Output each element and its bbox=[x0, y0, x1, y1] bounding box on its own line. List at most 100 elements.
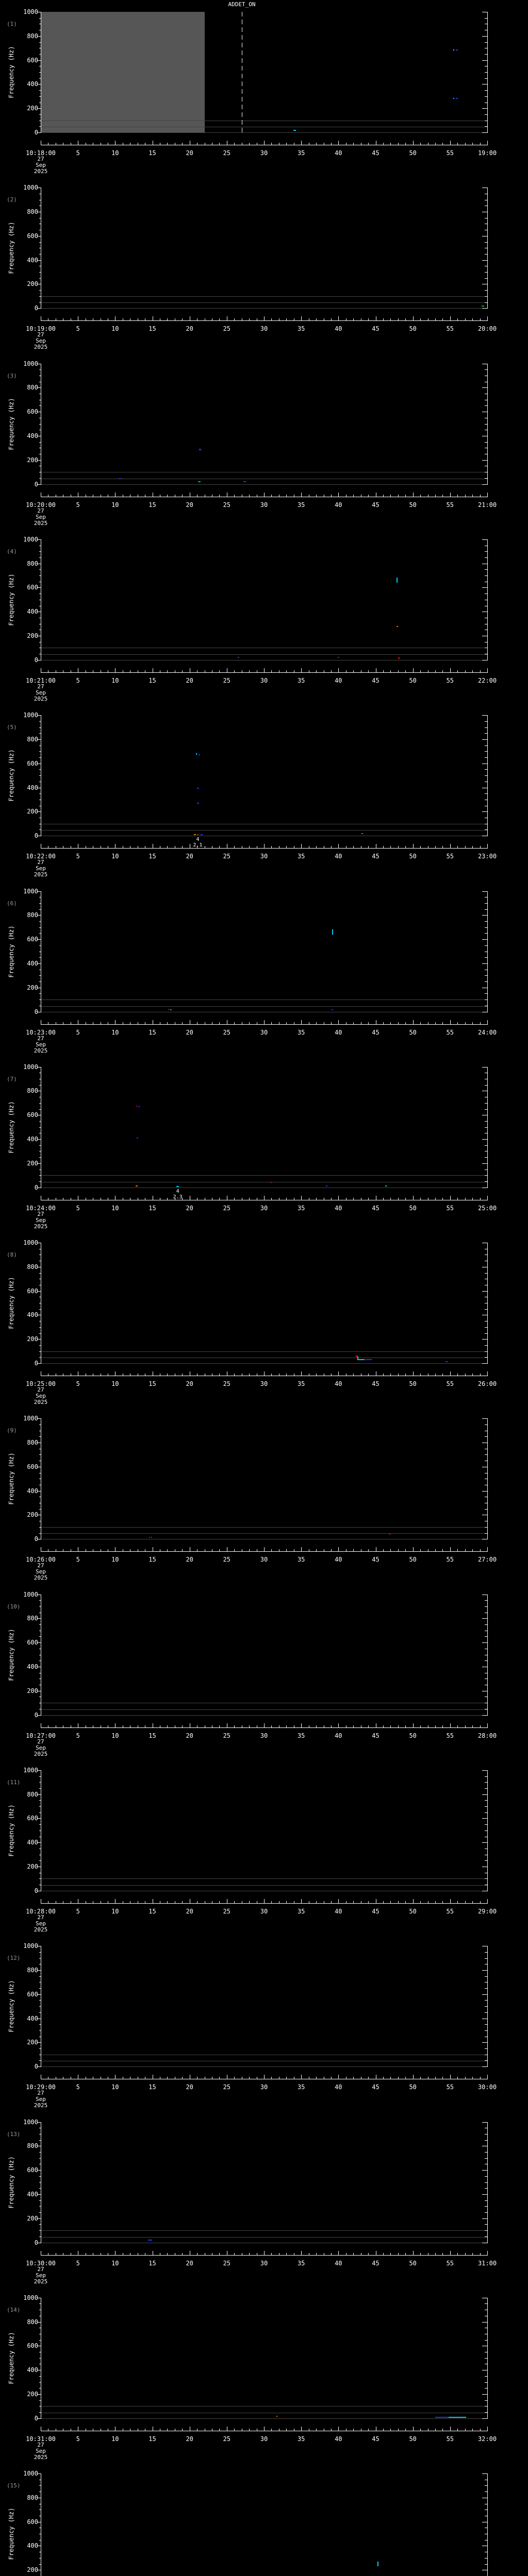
detection-mark bbox=[118, 478, 120, 480]
x-minor-tick bbox=[353, 1549, 354, 1552]
x-tick-label: 30 bbox=[260, 1204, 268, 1212]
frequency-gridline bbox=[41, 296, 487, 297]
x-minor-tick bbox=[480, 670, 481, 672]
axis-date-line: Sep bbox=[36, 1568, 46, 1575]
spectrogram-panel: (10) Frequency (Hz) 0 200 400 600 800 1000 10:27… bbox=[0, 1583, 528, 1759]
x-minor-tick bbox=[368, 670, 369, 672]
x-start-time-label: 10:23:00 bbox=[26, 1028, 56, 1036]
x-major-tick bbox=[264, 1020, 265, 1024]
y-major-tick bbox=[38, 2418, 41, 2419]
x-minor-tick bbox=[442, 2077, 443, 2079]
x-tick-label: 10 bbox=[111, 2259, 119, 2267]
y-minor-tick bbox=[39, 727, 41, 728]
x-minor-tick bbox=[316, 318, 317, 321]
panel-index-label: (12) bbox=[7, 1955, 21, 1962]
y-minor-tick bbox=[485, 727, 487, 728]
x-minor-tick bbox=[167, 2252, 168, 2255]
x-minor-tick bbox=[480, 1022, 481, 1024]
x-minor-tick bbox=[390, 1725, 391, 1727]
y-minor-tick bbox=[39, 1878, 41, 1879]
x-minor-tick bbox=[219, 494, 220, 497]
x-tick-label: 40 bbox=[335, 2435, 342, 2443]
spectrogram-panel: (6) Frequency (Hz) 0 200 400 600 800 1000 10:23:… bbox=[0, 879, 528, 1056]
y-minor-tick bbox=[485, 290, 487, 291]
x-major-tick bbox=[450, 1195, 451, 1200]
x-tick-label: 25 bbox=[223, 149, 231, 157]
x-tick-label: 10 bbox=[111, 1556, 119, 1564]
y-tick-label: 600 bbox=[27, 1815, 38, 1822]
panel-index-label: (7) bbox=[7, 1075, 17, 1082]
y-axis-label: Frequency (Hz) bbox=[8, 1277, 15, 1329]
spectrogram-panel: (13) Frequency (Hz) 0 200 400 600 800 1000 10:30… bbox=[0, 2110, 528, 2286]
y-minor-tick bbox=[39, 2412, 41, 2413]
y-minor-tick bbox=[485, 1121, 487, 1122]
y-minor-tick bbox=[39, 2224, 41, 2225]
y-major-tick bbox=[38, 2042, 41, 2043]
y-axis-label: Frequency (Hz) bbox=[8, 398, 15, 450]
y-minor-tick bbox=[485, 2048, 487, 2049]
y-minor-tick bbox=[485, 2140, 487, 2141]
x-major-tick bbox=[338, 1195, 339, 1200]
frequency-gridline bbox=[41, 1175, 487, 1176]
x-major-tick bbox=[264, 668, 265, 672]
y-axis-line-right bbox=[487, 1418, 488, 1540]
y-major-tick bbox=[38, 387, 41, 388]
x-minor-tick bbox=[435, 846, 436, 849]
x-minor-tick bbox=[331, 846, 332, 849]
x-minor-tick bbox=[465, 2428, 466, 2431]
frequency-gridline bbox=[41, 1527, 487, 1528]
axis-date-line: 2025 bbox=[34, 519, 48, 527]
x-minor-tick bbox=[480, 143, 481, 145]
x-major-tick bbox=[338, 141, 339, 145]
y-major-tick bbox=[38, 36, 41, 37]
x-tick-label: 15 bbox=[148, 1907, 156, 1915]
y-tick-label: 1000 bbox=[23, 711, 38, 719]
y-major-tick bbox=[38, 1818, 41, 1819]
x-minor-tick bbox=[286, 846, 287, 849]
y-minor-tick bbox=[39, 2000, 41, 2001]
x-minor-tick bbox=[390, 1197, 391, 1200]
x-major-tick bbox=[338, 668, 339, 672]
detection-mark bbox=[136, 1106, 138, 1107]
y-minor-tick bbox=[39, 242, 41, 243]
x-minor-tick bbox=[249, 1725, 250, 1727]
x-minor-tick bbox=[182, 1374, 183, 1376]
y-minor-tick bbox=[485, 2206, 487, 2207]
x-end-time-label: 30:00 bbox=[477, 2083, 497, 2091]
x-minor-tick bbox=[368, 1197, 369, 1200]
x-minor-tick bbox=[368, 494, 369, 497]
detection-mark bbox=[120, 478, 122, 480]
frequency-gridline bbox=[41, 2236, 487, 2238]
x-minor-tick bbox=[442, 1725, 443, 1727]
y-minor-tick bbox=[485, 114, 487, 115]
x-major-tick bbox=[264, 844, 265, 849]
x-minor-tick bbox=[316, 670, 317, 672]
x-minor-tick bbox=[368, 318, 369, 321]
y-minor-tick bbox=[39, 2048, 41, 2049]
x-minor-tick bbox=[435, 2428, 436, 2431]
x-minor-tick bbox=[167, 670, 168, 672]
x-tick-label: 50 bbox=[409, 1204, 417, 1212]
x-minor-tick bbox=[249, 494, 250, 497]
y-minor-tick bbox=[485, 1976, 487, 1977]
x-major-tick bbox=[264, 1547, 265, 1552]
x-minor-tick bbox=[420, 846, 421, 849]
y-major-tick bbox=[38, 308, 41, 309]
spectrogram-panel: (4) Frequency (Hz) 0 200 400 600 800 1000 10:21:… bbox=[0, 528, 528, 704]
x-minor-tick bbox=[383, 143, 384, 145]
x-minor-tick bbox=[442, 1022, 443, 1024]
x-major-tick bbox=[115, 1195, 116, 1200]
y-minor-tick bbox=[485, 1952, 487, 1953]
x-major-tick bbox=[487, 1020, 488, 1024]
y-axis-line-right bbox=[487, 1066, 488, 1188]
x-major-tick bbox=[338, 1020, 339, 1024]
x-minor-tick bbox=[316, 1901, 317, 1903]
x-tick-label: 40 bbox=[335, 1380, 342, 1387]
y-minor-tick bbox=[39, 745, 41, 746]
x-tick-label: 50 bbox=[409, 149, 417, 157]
x-minor-tick bbox=[219, 1022, 220, 1024]
x-tick-label: 20 bbox=[186, 676, 193, 684]
frequency-gridline bbox=[41, 999, 487, 1001]
y-tick-label: 1000 bbox=[23, 1063, 38, 1071]
x-major-tick bbox=[301, 668, 302, 672]
